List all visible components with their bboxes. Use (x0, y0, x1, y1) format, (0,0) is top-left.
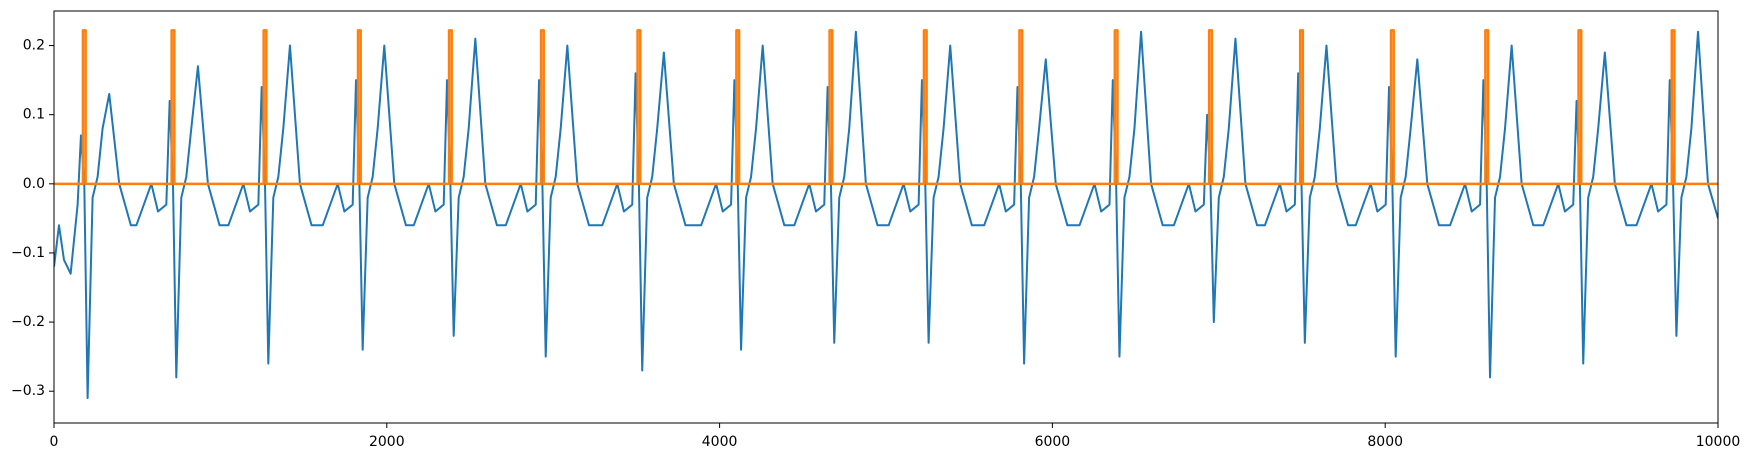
y-tick-label: 0.1 (23, 107, 45, 123)
y-tick-label: 0.2 (23, 38, 45, 54)
x-tick-label: 2000 (369, 434, 405, 450)
y-tick-label: −0.2 (11, 314, 45, 330)
plot-area (54, 29, 1718, 400)
axes-frame (53, 10, 1719, 424)
y-tick-label: 0.0 (23, 176, 45, 192)
x-tick-label: 4000 (702, 434, 738, 450)
series-line (54, 30, 1718, 400)
x-tick-label: 6000 (1035, 434, 1071, 450)
y-tick-label: −0.1 (11, 245, 45, 261)
series-line (54, 29, 1718, 186)
x-tick-label: 10000 (1696, 434, 1741, 450)
x-tick-label: 0 (50, 434, 59, 450)
x-tick-label: 8000 (1367, 434, 1403, 450)
y-tick-label: −0.3 (11, 383, 45, 399)
